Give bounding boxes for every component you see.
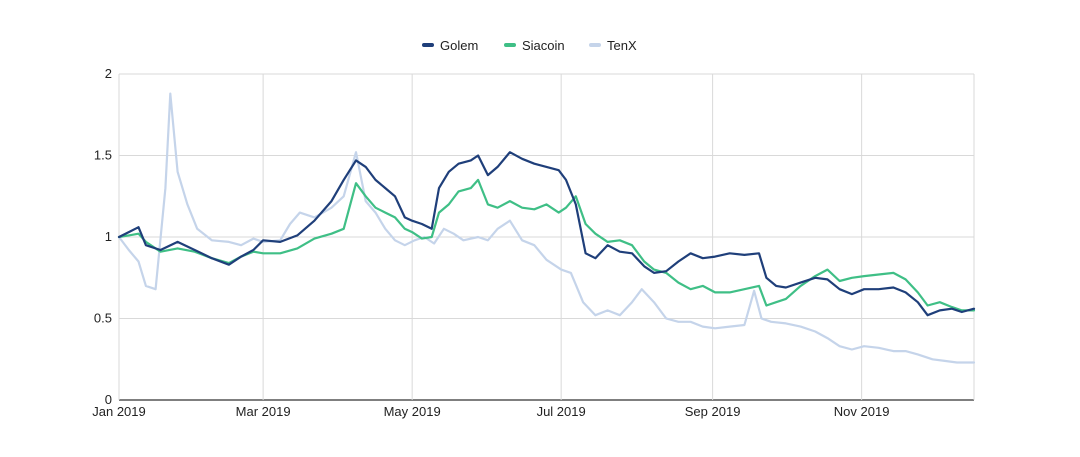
x-tick-label: Mar 2019 <box>236 404 291 419</box>
x-tick-label: Jan 2019 <box>92 404 146 419</box>
legend: Golem Siacoin TenX <box>422 38 637 53</box>
y-tick-label: 1.5 <box>94 148 112 163</box>
legend-swatch-tenx <box>589 43 601 47</box>
x-tick-label: Jul 2019 <box>537 404 586 419</box>
y-axis-tick-labels: 0 0.5 1 1.5 2 <box>94 66 112 407</box>
legend-label-siacoin: Siacoin <box>522 38 565 53</box>
legend-label-tenx: TenX <box>607 38 637 53</box>
legend-swatch-siacoin <box>504 43 516 47</box>
legend-item-tenx[interactable]: TenX <box>589 38 637 53</box>
x-tick-label: May 2019 <box>384 404 441 419</box>
x-axis-tick-labels: Jan 2019 Mar 2019 May 2019 Jul 2019 Sep 2019… <box>92 404 889 419</box>
legend-item-golem[interactable]: Golem <box>422 38 478 53</box>
legend-swatch-golem <box>422 43 434 47</box>
y-tick-label: 0 <box>105 392 112 407</box>
x-tick-label: Nov 2019 <box>834 404 890 419</box>
legend-item-siacoin[interactable]: Siacoin <box>504 38 565 53</box>
series-lines <box>117 92 976 364</box>
y-tick-label: 2 <box>105 66 112 81</box>
gridlines <box>118 73 975 401</box>
series-line-golem <box>117 151 976 317</box>
series-line-siacoin <box>117 178 976 312</box>
legend-label-golem: Golem <box>440 38 478 53</box>
y-tick-label: 0.5 <box>94 311 112 326</box>
x-tick-label: Sep 2019 <box>685 404 741 419</box>
y-tick-label: 1 <box>105 229 112 244</box>
series-line-tenx <box>117 92 976 364</box>
